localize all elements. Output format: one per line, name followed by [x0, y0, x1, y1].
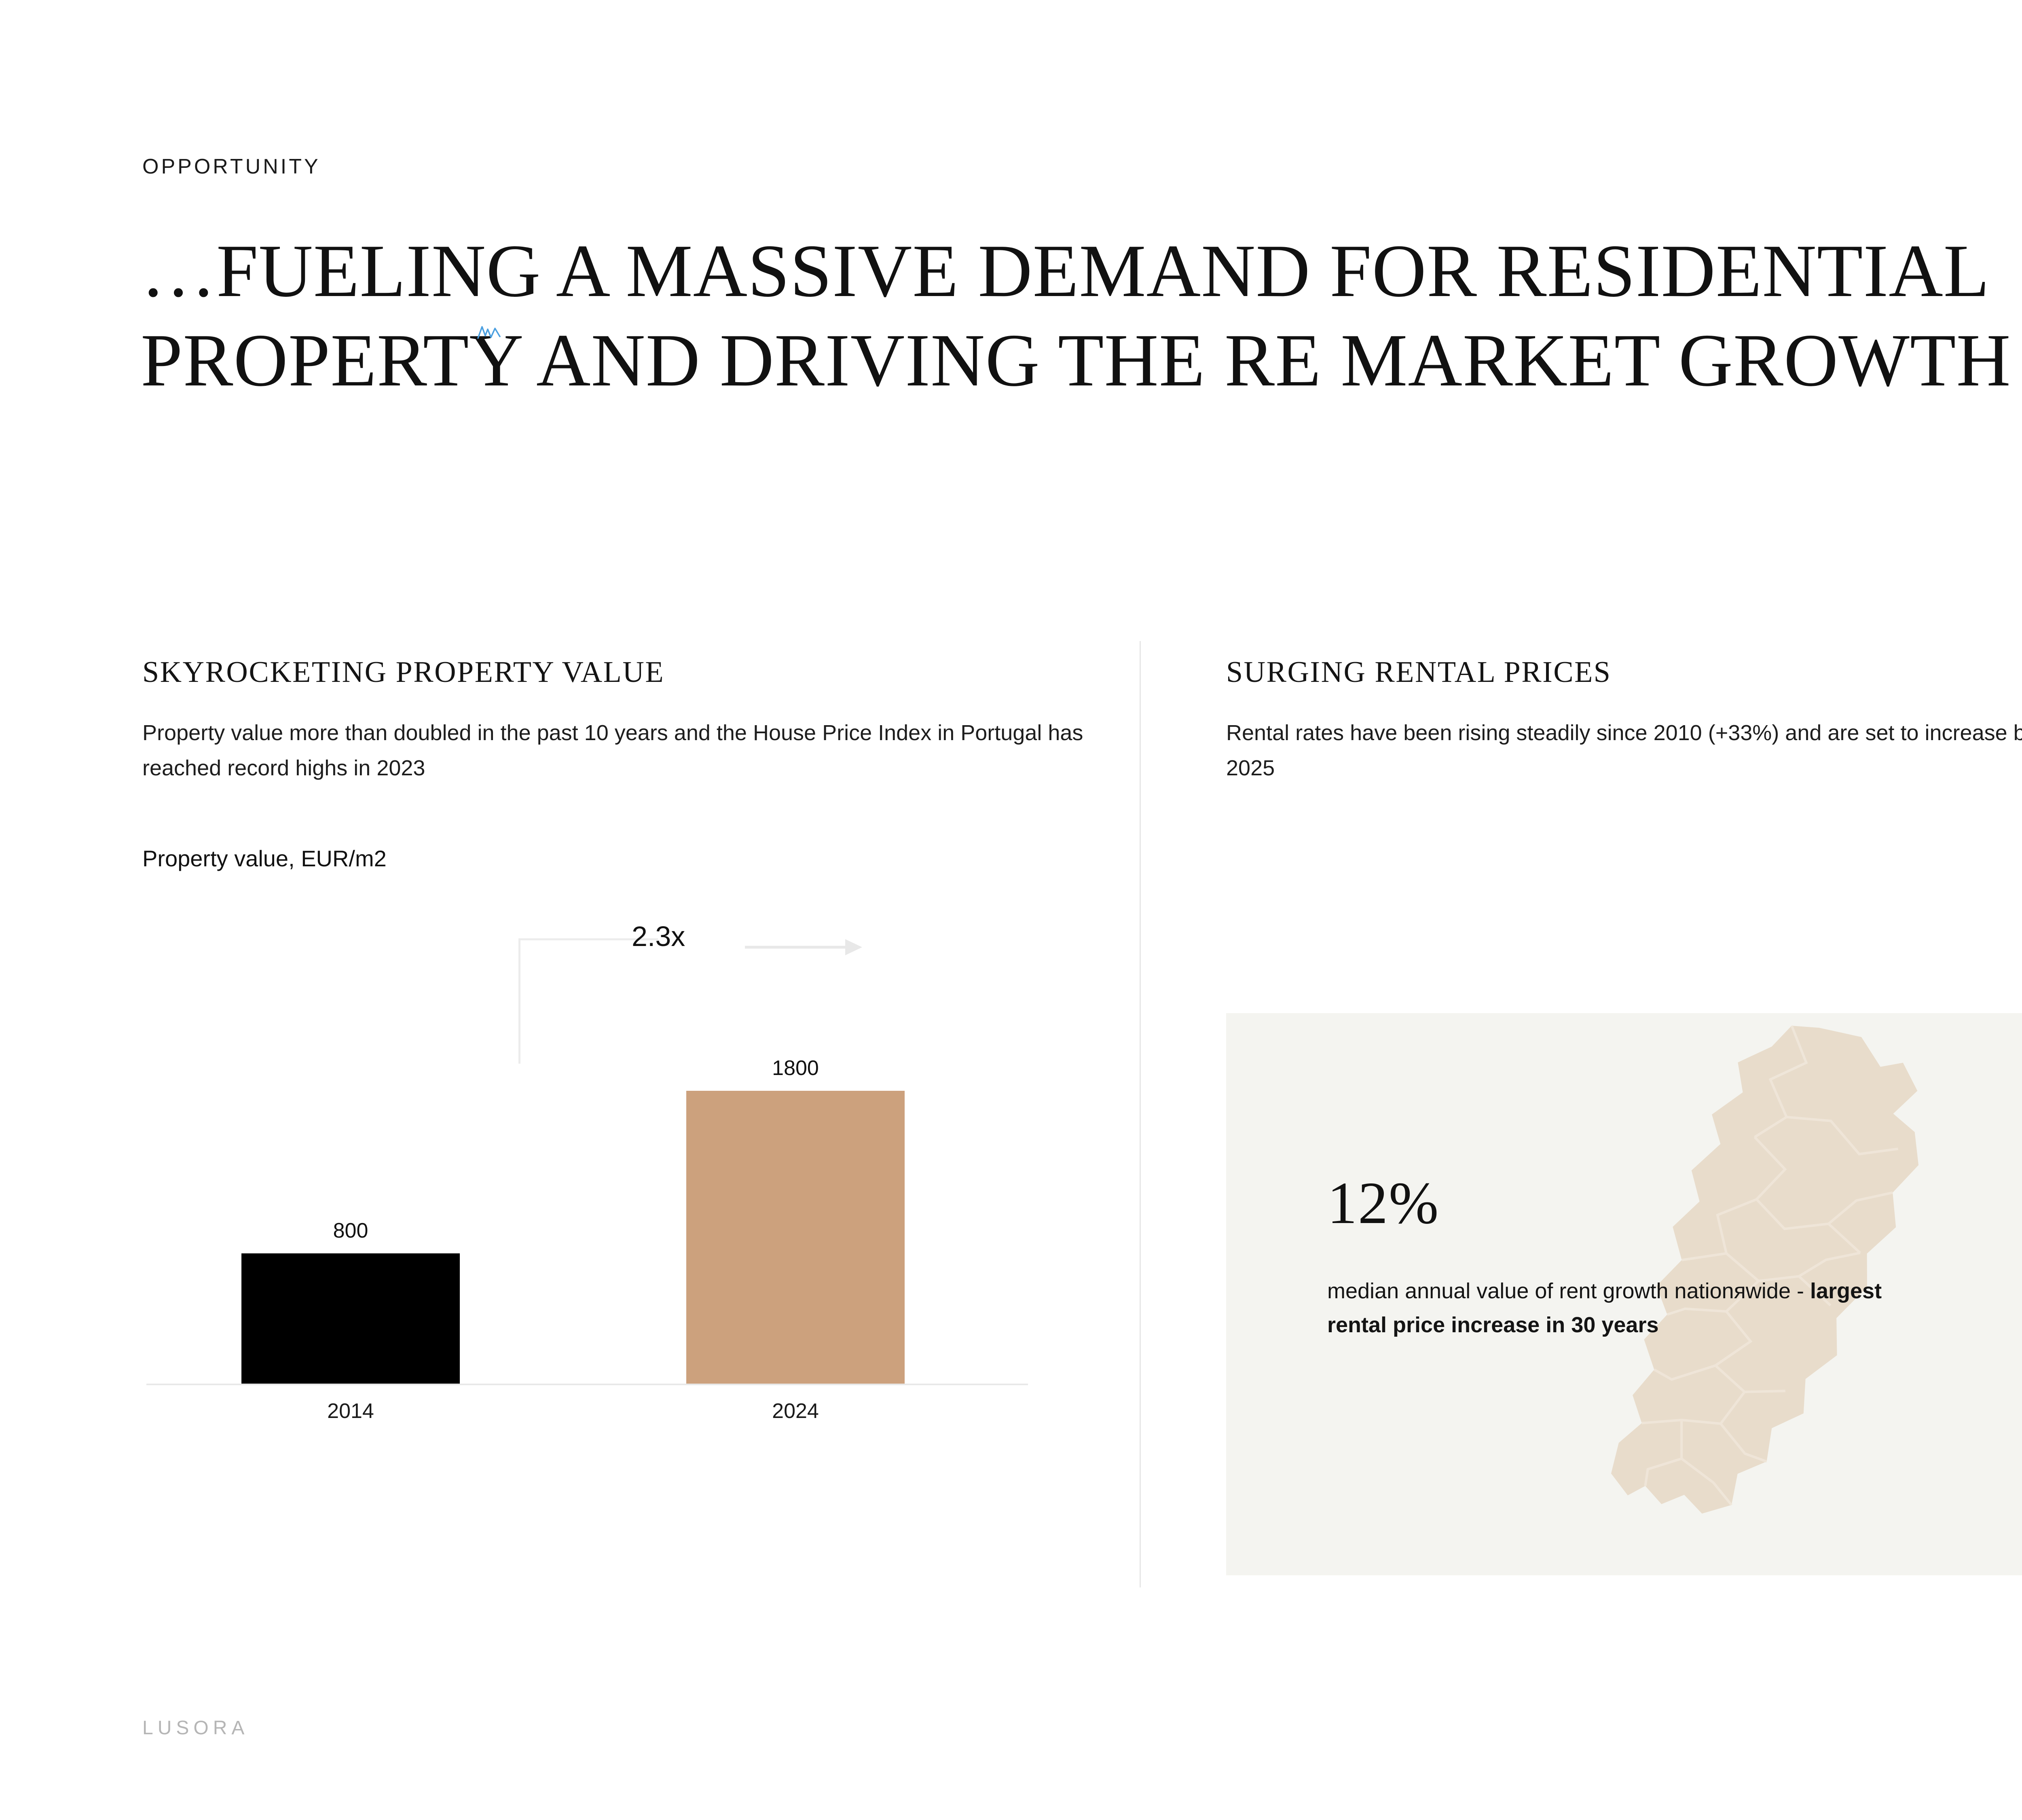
rent-growth-caption: median annual value of rent growth natio…: [1327, 1274, 1918, 1342]
caption-plain: median annual value of rent growth natio…: [1327, 1279, 1810, 1303]
bar-2024-category: 2024: [772, 1399, 819, 1423]
column-1-body: Property value more than doubled in the …: [142, 721, 1083, 781]
bar-2024-fill: [686, 1091, 905, 1384]
slide-eyebrow: OPPORTUNITY: [142, 155, 321, 178]
property-value-bar-chart: 2.3x 800 2014 1800 2024: [142, 898, 1032, 1436]
bar-2014-value: 800: [333, 1219, 368, 1242]
headline-line-1: …FUELING A MASSIVE DEMAND FOR RESIDENTIA…: [141, 229, 1990, 313]
brand-wordmark: LUSORA: [142, 1717, 249, 1739]
growth-arrow-icon: [745, 939, 862, 955]
chart-1-baseline: [146, 1384, 1028, 1385]
column-2-title: SURGING RENTAL PRICES: [1226, 656, 1612, 689]
slide-headline: …FUELING A MASSIVE DEMAND FOR RESIDENTIA…: [141, 226, 2022, 406]
caption-bold: largest rental price increase in 30 year…: [1327, 1279, 1882, 1337]
growth-multiplier-label: 2.3x: [632, 921, 685, 952]
rent-growth-stat: 12%: [1327, 1170, 1440, 1236]
bar-2024: 1800 2024: [686, 1056, 905, 1423]
column-divider-1: [1140, 641, 1141, 1587]
bar-2024-value: 1800: [772, 1056, 819, 1080]
column-2-body: Rental rates have been rising steadily s…: [1226, 721, 2022, 781]
bar-2014-category: 2014: [327, 1399, 374, 1423]
bar-2014: 800 2014: [241, 1219, 460, 1423]
column-skyrocketing-property-value: SKYROCKETING PROPERTY VALUE Property val…: [142, 655, 1121, 1594]
headline-line-2: PROPERTY AND DRIVING THE RE MARKET GROWT…: [141, 319, 2011, 402]
column-1-title: SKYROCKETING PROPERTY VALUE: [142, 656, 665, 689]
growth-bracket: [518, 938, 658, 1064]
portugal-map-card: 12% median annual value of rent growth n…: [1226, 1013, 2022, 1575]
column-surging-rental-prices: SURGING RENTAL PRICES Rental rates have …: [1226, 655, 2022, 1594]
bar-2014-fill: [241, 1253, 460, 1384]
chart-1-title: Property value, EUR/m2: [142, 846, 387, 871]
three-column-body: SKYROCKETING PROPERTY VALUE Property val…: [0, 655, 2022, 1594]
portugal-map-icon: [1611, 1025, 1919, 1514]
